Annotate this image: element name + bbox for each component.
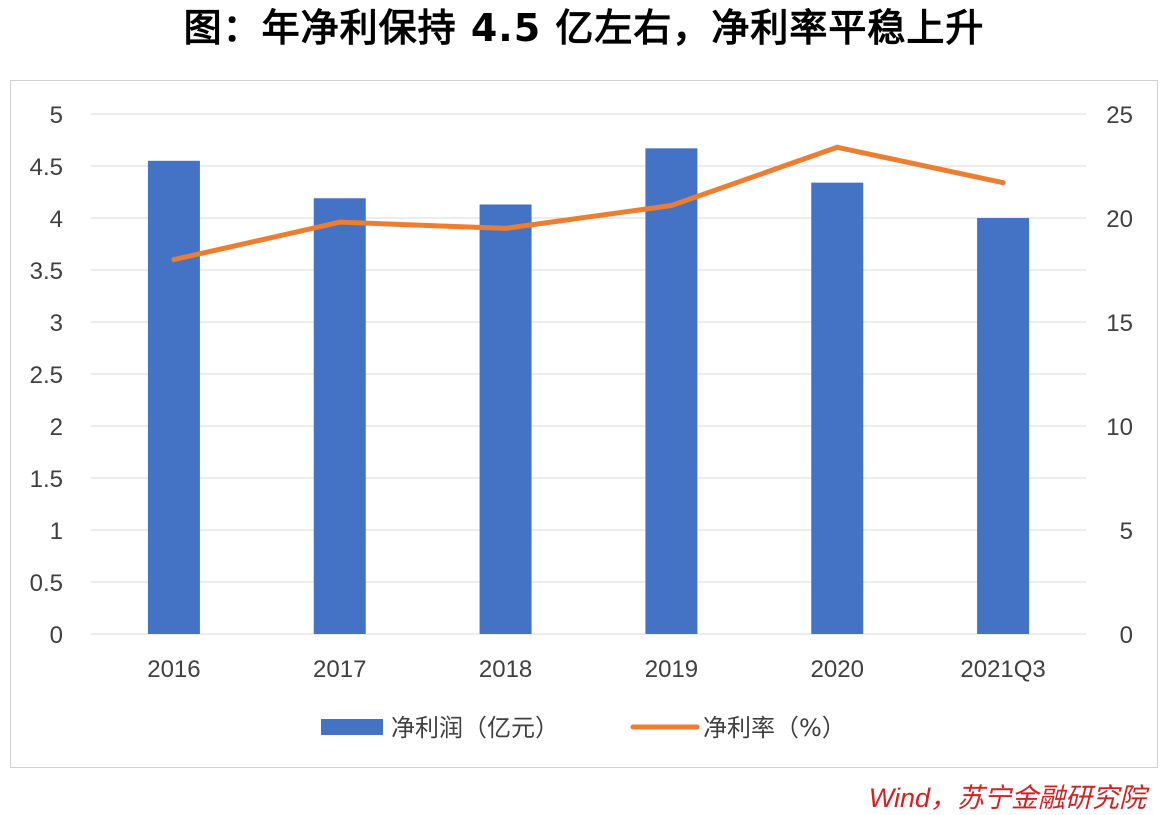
- x-tick-label: 2017: [313, 656, 366, 683]
- chart-svg: 0 0.5 1 1.5 2 2.5 3 3.5 4 4.5 5 0 5 10 15 20 25 2016 2017 2…: [30, 102, 1133, 742]
- line-point-2021Q3: [1000, 180, 1006, 186]
- y-left-tick-label: 1.5: [30, 466, 63, 493]
- line-point-2019: [668, 203, 674, 209]
- chart-title: 图：年净利保持 4.5 亿左右，净利率平稳上升: [183, 6, 985, 50]
- legend-label-line: 净利率（%）: [703, 714, 846, 742]
- y-left-tick-label: 4.5: [30, 154, 63, 181]
- bar-2021Q3: [977, 218, 1030, 634]
- x-tick-label: 2018: [479, 656, 532, 683]
- line-series-net-margin: [171, 144, 1006, 263]
- y-right-tick-label: 0: [1120, 622, 1133, 649]
- x-tick-label: 2019: [645, 656, 698, 683]
- y-left-tick-label: 0.5: [30, 570, 63, 597]
- y-left-tick-label: 4: [50, 206, 63, 233]
- source-note: Wind，苏宁金融研究院: [868, 783, 1146, 813]
- y-left-tick-label: 0: [50, 622, 63, 649]
- y-left-tick-label: 1: [50, 518, 63, 545]
- x-tick-label: 2021Q3: [960, 656, 1045, 683]
- line-point-2020: [834, 144, 840, 150]
- bar-2016: [147, 160, 200, 635]
- bar-2018: [479, 204, 532, 634]
- bar-2019: [645, 148, 698, 634]
- y-right-tick-label: 20: [1106, 206, 1133, 233]
- x-tick-label: 2020: [811, 656, 864, 683]
- y-left-tick-label: 3: [50, 310, 63, 337]
- y-left-tick-label: 5: [50, 102, 63, 129]
- y-right-tick-label: 15: [1106, 310, 1133, 337]
- bar-2020: [811, 182, 864, 634]
- y-left-tick-label: 2: [50, 414, 63, 441]
- y-left-tick-label: 3.5: [30, 258, 63, 285]
- y-right-tick-label: 5: [1120, 518, 1133, 545]
- line-point-2018: [503, 225, 509, 231]
- y-right-tick-label: 25: [1106, 102, 1133, 129]
- chart-frame: 0 0.5 1 1.5 2 2.5 3 3.5 4 4.5 5 0 5 10 15 20 25 2016 2017 2…: [10, 80, 1158, 768]
- y-left-tick-label: 2.5: [30, 362, 63, 389]
- legend-label-bar: 净利润（亿元）: [391, 714, 559, 742]
- legend-swatch-bar: [321, 719, 383, 735]
- line-point-2017: [337, 219, 343, 225]
- y-right-tick-label: 10: [1106, 414, 1133, 441]
- bar-2017: [313, 198, 366, 634]
- x-tick-label: 2016: [147, 656, 200, 683]
- line-point-2016: [171, 257, 177, 263]
